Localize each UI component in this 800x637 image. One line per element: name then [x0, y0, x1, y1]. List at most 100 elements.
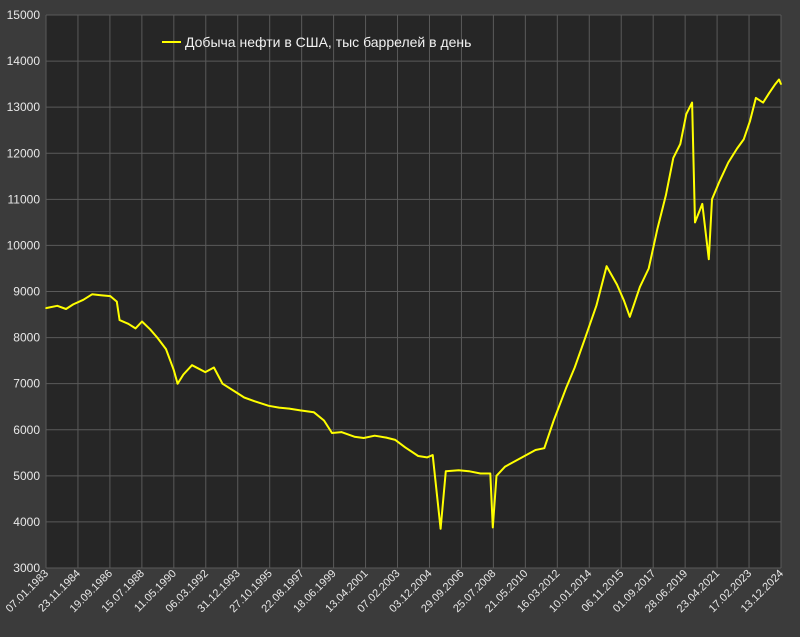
data-point [694, 221, 696, 224]
legend-label: Добыча нефти в США, тыс баррелей в день [185, 34, 471, 50]
data-point [639, 286, 641, 288]
data-point [584, 336, 587, 339]
data-point [156, 336, 159, 339]
data-point [56, 305, 59, 307]
data-point [65, 308, 67, 310]
data-point [468, 470, 470, 473]
data-point [45, 307, 47, 309]
data-point [165, 348, 167, 350]
data-point [691, 101, 693, 104]
data-point [647, 267, 650, 270]
data-point [91, 293, 93, 296]
data-point [665, 193, 667, 196]
data-point [492, 526, 494, 529]
data-point [534, 449, 537, 451]
data-point [141, 320, 143, 323]
data-point [504, 465, 506, 468]
data-point [267, 405, 270, 407]
data-point [118, 319, 121, 321]
data-point [253, 400, 256, 403]
data-point [288, 407, 291, 410]
data-point [445, 470, 447, 473]
data-point [323, 419, 325, 422]
data-point [457, 469, 460, 472]
y-tick-label: 9000 [13, 285, 40, 299]
data-point [623, 299, 625, 302]
data-point [385, 436, 388, 439]
data-point [439, 528, 442, 530]
data-point [431, 454, 434, 456]
data-point [313, 411, 315, 414]
y-tick-label: 13000 [7, 100, 41, 114]
data-point [656, 228, 659, 231]
y-tick-label: 3000 [13, 561, 40, 575]
data-point [82, 299, 85, 301]
data-point [727, 161, 730, 164]
data-point [331, 432, 333, 434]
legend: Добыча нефти в США, тыс баррелей в день [162, 34, 471, 50]
data-point [605, 265, 608, 268]
data-point [340, 431, 343, 433]
data-point [552, 419, 555, 422]
data-point [109, 295, 112, 297]
data-point [479, 472, 482, 475]
data-point [299, 409, 302, 412]
data-point [204, 371, 207, 373]
data-point [573, 366, 576, 369]
data-point [127, 323, 130, 325]
data-point [394, 439, 397, 441]
data-point [762, 101, 764, 104]
data-point [489, 472, 492, 475]
data-point [236, 392, 238, 394]
data-point [685, 113, 688, 115]
y-tick-label: 8000 [13, 331, 40, 345]
y-tick-label: 15000 [7, 8, 41, 22]
data-point [99, 294, 102, 297]
data-point [565, 387, 567, 390]
data-point [708, 258, 710, 261]
data-point [629, 316, 631, 318]
data-point [426, 456, 428, 459]
data-point [373, 434, 376, 437]
data-point [755, 97, 757, 99]
y-tick-label: 10000 [7, 238, 41, 252]
data-point [616, 283, 618, 286]
data-point [543, 447, 546, 450]
data-point [672, 157, 675, 159]
data-point [221, 382, 224, 385]
data-point [116, 300, 118, 303]
y-tick-label: 5000 [13, 469, 40, 483]
data-point [768, 92, 770, 95]
series-layer [45, 78, 782, 530]
data-point [172, 369, 175, 371]
data-point [176, 382, 179, 385]
y-tick-label: 6000 [13, 423, 40, 437]
data-point [736, 147, 738, 150]
data-point [701, 203, 704, 205]
data-point [362, 437, 365, 439]
data-point [353, 435, 356, 438]
data-point [134, 327, 137, 330]
data-point [718, 180, 721, 182]
y-tick-label: 11000 [8, 192, 41, 206]
y-tick-label: 4000 [13, 515, 40, 529]
y-tick-label: 7000 [13, 377, 40, 391]
y-axis-ticks: 3000 4000 5000 6000 7000 8000 9000 10000 11000 12… [7, 8, 41, 575]
data-point [182, 373, 185, 376]
x-axis-ticks: 07.01.198323.11.198419.09.198615.07.1988… [4, 568, 786, 615]
data-point [278, 406, 280, 409]
data-point [417, 455, 420, 457]
data-point [595, 304, 598, 307]
data-point [72, 303, 74, 306]
data-point [780, 83, 782, 85]
data-point [213, 366, 215, 369]
data-point [778, 78, 780, 81]
data-point [679, 143, 682, 145]
data-point [774, 83, 777, 85]
data-point [495, 475, 498, 477]
data-point [243, 396, 245, 399]
data-point [149, 328, 151, 331]
data-point [521, 456, 523, 459]
